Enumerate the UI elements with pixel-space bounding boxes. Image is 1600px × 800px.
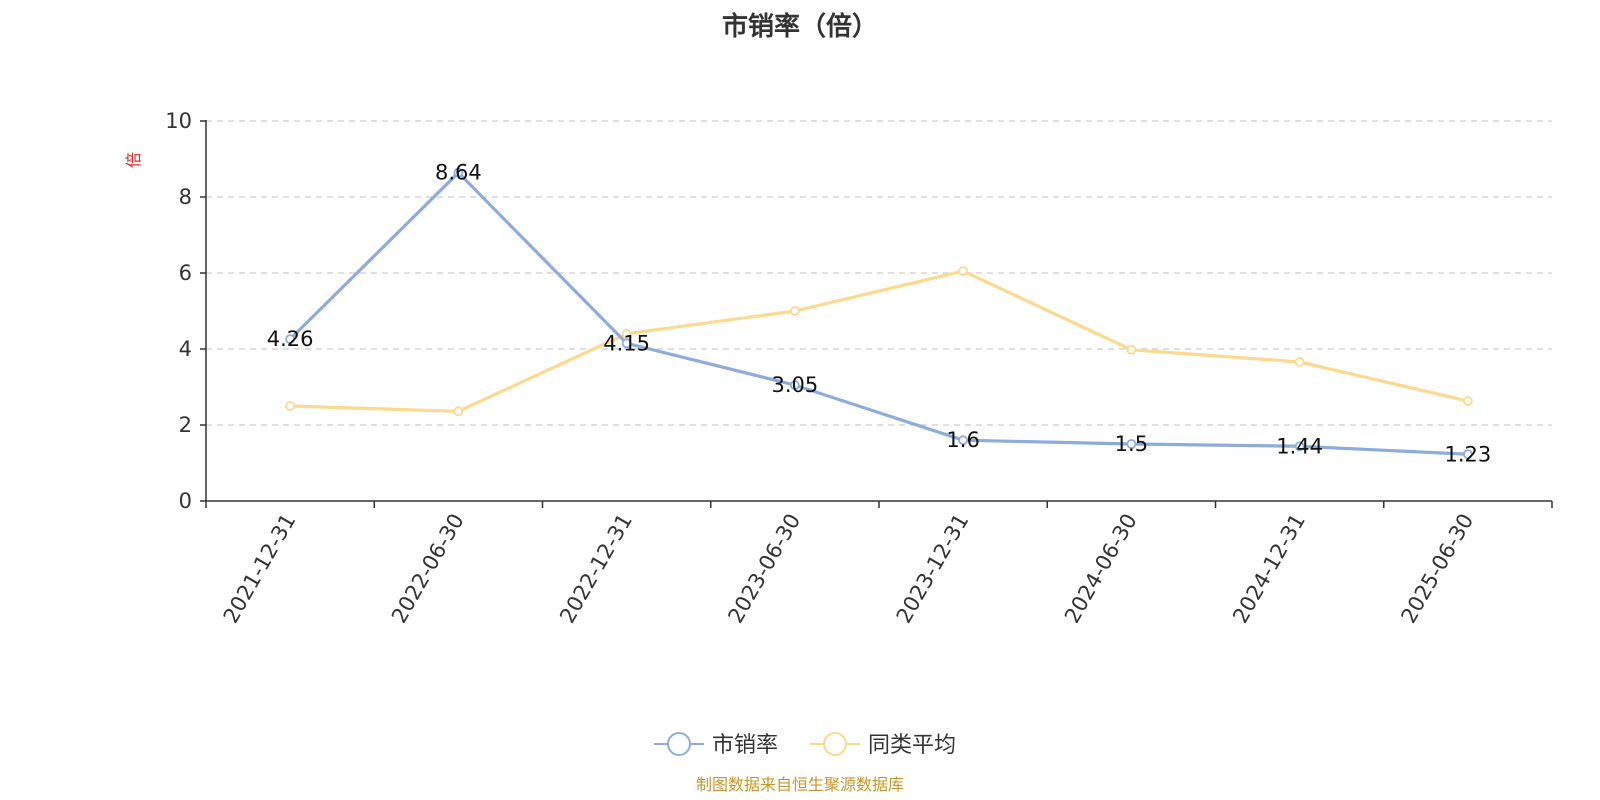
data-point xyxy=(789,306,800,316)
y-tick-label: 4 xyxy=(179,337,192,361)
series-line-1 xyxy=(290,269,1469,413)
data-point xyxy=(285,401,296,411)
x-tick-label: 2022-06-30 xyxy=(387,510,469,628)
data-point xyxy=(789,380,800,391)
x-tick-labels: 2021-12-31 2022-06-30 2022-12-31 2023-06-30… xyxy=(219,510,1479,628)
data-label: 4.26 xyxy=(267,327,314,351)
data-point xyxy=(1126,344,1137,355)
series-line-0 xyxy=(288,171,1468,456)
x-tick-label: 2022-12-31 xyxy=(555,510,637,628)
x-tick-label: 2025-06-30 xyxy=(1396,510,1478,628)
data-point xyxy=(621,338,632,349)
data-label: 4.15 xyxy=(603,331,650,355)
data-label: 1.5 xyxy=(1115,432,1148,456)
y-tick-label: 6 xyxy=(179,261,192,285)
x-tick-label: 2024-12-31 xyxy=(1228,510,1310,628)
legend-label-1: 同类平均 xyxy=(868,733,956,758)
x-tick-label: 2023-06-30 xyxy=(723,510,805,628)
data-label: 1.23 xyxy=(1444,442,1491,466)
y-axis-unit-label: 倍 xyxy=(124,152,143,168)
data-label: 8.64 xyxy=(435,161,482,185)
legend-marker-0 xyxy=(667,732,691,756)
axes xyxy=(200,120,1553,508)
data-source-note: 制图数据来自恒生聚源数据库 xyxy=(696,775,904,794)
y-tick-label: 0 xyxy=(179,489,192,513)
grid-lines xyxy=(206,120,1552,426)
y-tick-label: 8 xyxy=(179,185,192,209)
x-tick-label: 2021-12-31 xyxy=(219,510,301,628)
data-point xyxy=(1126,439,1137,449)
chart-title: 市销率（倍） xyxy=(721,12,878,42)
data-point xyxy=(621,328,632,339)
y-tick-labels: 0 2 4 6 8 10 xyxy=(165,109,192,513)
data-labels: 4.26 8.64 4.15 3.05 1.6 1.5 1.44 1.23 xyxy=(267,161,1492,467)
data-point xyxy=(1462,396,1473,406)
legend-label-0: 市销率 xyxy=(712,733,778,758)
data-point xyxy=(958,435,969,446)
data-label: 1.6 xyxy=(946,428,979,452)
y-tick-label: 2 xyxy=(179,413,192,437)
data-point xyxy=(285,334,296,345)
data-point xyxy=(453,406,464,417)
data-point xyxy=(1294,441,1305,452)
x-tick-label: 2023-12-31 xyxy=(892,510,974,628)
data-label: 1.44 xyxy=(1276,434,1323,458)
data-point xyxy=(958,266,969,277)
legend-marker-1 xyxy=(823,732,847,756)
data-label: 3.05 xyxy=(771,373,818,397)
y-tick-label: 10 xyxy=(165,109,192,133)
legend: 市销率 同类平均 xyxy=(654,732,956,758)
data-point xyxy=(1462,449,1473,460)
x-tick-label: 2024-06-30 xyxy=(1060,510,1142,628)
data-point xyxy=(453,167,464,178)
series-group xyxy=(285,167,1473,460)
data-point xyxy=(1294,357,1305,367)
